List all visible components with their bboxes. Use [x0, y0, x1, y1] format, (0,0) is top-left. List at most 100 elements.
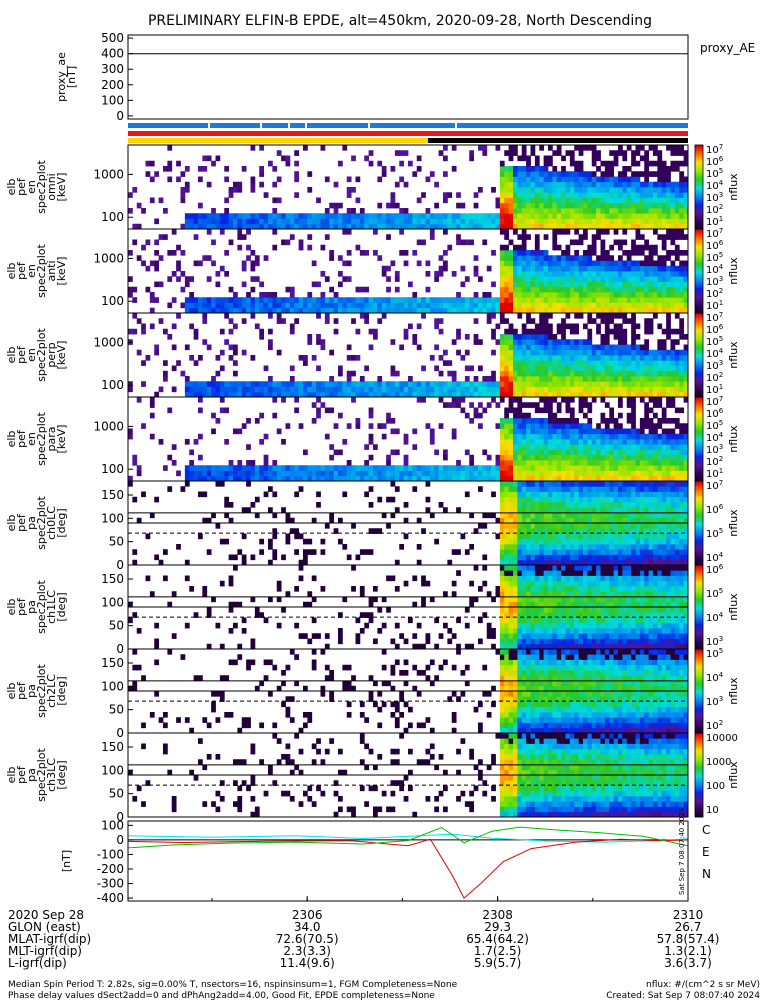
heatmap-cell — [412, 470, 418, 477]
heatmap-cell — [561, 297, 566, 303]
heatmap-cell — [600, 559, 606, 566]
heatmap-cell — [276, 218, 282, 225]
heatmap-cell — [298, 307, 304, 314]
heatmap-cell — [569, 192, 575, 198]
heatmap-cell — [189, 391, 195, 398]
heatmap-cell — [569, 460, 575, 466]
heatmap-cell — [394, 271, 400, 277]
heatmap-cell — [565, 439, 571, 445]
heatmap-cell — [268, 538, 273, 545]
heatmap-cell — [604, 433, 610, 440]
heatmap-cell — [530, 255, 536, 261]
heatmap-cell — [596, 512, 601, 519]
heatmap-cell — [373, 470, 378, 477]
heatmap-cell — [469, 454, 475, 461]
heatmap-cell — [359, 218, 365, 225]
heatmap-cell — [653, 559, 658, 566]
heatmap-cell — [246, 418, 251, 424]
heatmap-cell — [478, 302, 483, 309]
heatmap-cell — [574, 223, 580, 230]
heatmap-cell — [508, 376, 514, 382]
heatmap-cell — [600, 528, 606, 534]
heatmap-cell — [504, 281, 510, 288]
colorbar-step — [695, 342, 703, 345]
heatmap-cell — [513, 250, 518, 256]
heatmap-cell — [644, 402, 650, 408]
heatmap-cell — [534, 538, 540, 545]
heatmap-cell — [679, 318, 685, 324]
heatmap-cell — [534, 554, 540, 561]
heatmap-cell — [657, 213, 663, 219]
heatmap-cell — [526, 365, 531, 372]
heatmap-cell — [674, 381, 680, 387]
heatmap-cell — [631, 418, 636, 424]
heatmap-cell — [578, 496, 584, 503]
heatmap-cell — [639, 376, 645, 382]
heatmap-cell — [631, 491, 636, 498]
heatmap-cell — [342, 297, 348, 303]
heatmap-cell — [513, 166, 518, 172]
heatmap-cell — [618, 181, 623, 188]
heatmap-cell — [674, 386, 680, 393]
heatmap-cell — [644, 307, 650, 314]
heatmap-cell — [578, 192, 584, 198]
heatmap-cell — [653, 412, 658, 419]
panels: proxy_ae[nT]proxy_AE5004003002001000elbp… — [5, 31, 755, 905]
heatmap-cell — [587, 386, 593, 393]
heatmap-cell — [386, 307, 391, 314]
heatmap-cell — [176, 544, 181, 550]
heatmap-cell — [591, 202, 597, 209]
heatmap-cell — [639, 234, 645, 240]
heatmap-cell — [552, 355, 558, 361]
heatmap-cell — [499, 160, 505, 167]
heatmap-cell — [569, 155, 575, 162]
heatmap-cell — [443, 265, 448, 272]
heatmap-cell — [521, 418, 527, 424]
heatmap-cell — [648, 244, 654, 251]
heatmap-cell — [648, 202, 654, 209]
heatmap-cell — [508, 486, 514, 492]
heatmap-cell — [508, 449, 514, 456]
heatmap-cell — [583, 544, 588, 550]
heatmap-cell — [412, 223, 418, 230]
heatmap-cell — [272, 391, 278, 398]
colorbar-step — [695, 334, 703, 337]
heatmap-cell — [622, 444, 628, 450]
heatmap-cell — [626, 145, 632, 151]
heatmap-cell — [163, 328, 168, 335]
heatmap-cell — [508, 292, 514, 298]
heatmap-cell — [635, 360, 641, 366]
heatmap-cell — [587, 334, 593, 340]
heatmap-cell — [561, 376, 566, 382]
heatmap-cell — [661, 365, 667, 372]
heatmap-cell — [583, 423, 588, 429]
heatmap-cell — [613, 286, 619, 293]
heatmap-cell — [631, 470, 636, 477]
heatmap-cell — [530, 428, 536, 435]
heatmap-cell — [198, 465, 203, 471]
heatmap-cell — [338, 307, 343, 314]
heatmap-cell — [600, 523, 606, 529]
heatmap-cell — [355, 297, 361, 303]
heatmap-cell — [390, 475, 396, 482]
heatmap-cell — [653, 528, 658, 534]
heatmap-cell — [193, 218, 199, 225]
heatmap-cell — [583, 265, 588, 272]
heatmap-cell — [189, 323, 195, 330]
heatmap-cell — [543, 365, 549, 372]
heatmap-cell — [491, 470, 496, 477]
heatmap-cell — [626, 475, 632, 482]
heatmap-cell — [618, 376, 623, 382]
colorbar-step — [695, 460, 703, 463]
heatmap-cell — [596, 365, 601, 372]
heatmap-cell — [184, 465, 190, 471]
heatmap-cell — [626, 386, 632, 393]
heatmap-cell — [622, 517, 628, 524]
heatmap-cell — [250, 181, 256, 188]
heatmap-cell — [285, 286, 291, 293]
heatmap-cell — [167, 176, 173, 183]
heatmap-cell — [565, 397, 571, 403]
heatmap-cell — [574, 260, 580, 267]
heatmap-cell — [657, 281, 663, 288]
heatmap-cell — [517, 444, 523, 450]
